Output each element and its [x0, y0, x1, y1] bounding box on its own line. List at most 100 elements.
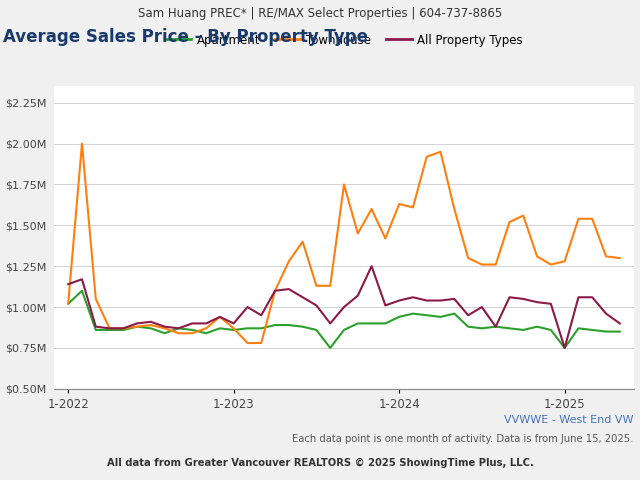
Townhouse — [396, 201, 403, 207]
All Property Types — [506, 294, 513, 300]
Apartment — [575, 325, 582, 331]
All Property Types — [575, 294, 582, 300]
Apartment — [492, 324, 500, 330]
Townhouse — [216, 314, 224, 320]
Townhouse — [451, 206, 458, 212]
Townhouse — [133, 324, 141, 330]
All Property Types — [65, 281, 72, 287]
All Property Types — [285, 286, 292, 292]
Line: Apartment: Apartment — [68, 291, 620, 348]
Townhouse — [161, 325, 168, 331]
All Property Types — [520, 296, 527, 302]
Apartment — [602, 329, 610, 335]
Text: VVWWE - West End VW: VVWWE - West End VW — [504, 415, 634, 425]
All Property Types — [396, 298, 403, 303]
Townhouse — [381, 236, 389, 241]
All Property Types — [588, 294, 596, 300]
Apartment — [616, 329, 623, 335]
All Property Types — [547, 301, 555, 307]
Townhouse — [492, 262, 500, 267]
Apartment — [326, 345, 334, 351]
All Property Types — [381, 302, 389, 308]
Townhouse — [326, 283, 334, 288]
All Property Types — [147, 319, 155, 324]
Townhouse — [520, 213, 527, 218]
Text: Each data point is one month of activity. Data is from June 15, 2025.: Each data point is one month of activity… — [292, 434, 634, 444]
Apartment — [244, 325, 252, 331]
All Property Types — [312, 302, 320, 308]
Line: All Property Types: All Property Types — [68, 266, 620, 348]
Townhouse — [202, 325, 210, 331]
Townhouse — [312, 283, 320, 288]
All Property Types — [188, 321, 196, 326]
Text: Sam Huang PREC* | RE/MAX Select Properties | 604-737-8865: Sam Huang PREC* | RE/MAX Select Properti… — [138, 7, 502, 20]
Apartment — [436, 314, 444, 320]
Townhouse — [547, 262, 555, 267]
Townhouse — [533, 253, 541, 259]
Townhouse — [368, 206, 376, 212]
Apartment — [78, 288, 86, 294]
Townhouse — [561, 258, 568, 264]
All Property Types — [464, 312, 472, 318]
Apartment — [271, 322, 279, 328]
Apartment — [409, 311, 417, 316]
All Property Types — [257, 312, 265, 318]
All Property Types — [340, 304, 348, 310]
Townhouse — [340, 181, 348, 187]
Townhouse — [271, 288, 279, 294]
All Property Types — [354, 293, 362, 299]
Text: Average Sales Price - By Property Type: Average Sales Price - By Property Type — [3, 27, 368, 46]
All Property Types — [299, 294, 307, 300]
Townhouse — [120, 325, 127, 331]
Apartment — [65, 301, 72, 307]
All Property Types — [533, 300, 541, 305]
Townhouse — [506, 219, 513, 225]
Townhouse — [575, 216, 582, 222]
Townhouse — [602, 253, 610, 259]
All Property Types — [368, 264, 376, 269]
Townhouse — [423, 154, 431, 159]
Townhouse — [92, 296, 100, 302]
Townhouse — [78, 141, 86, 146]
Apartment — [92, 327, 100, 333]
Townhouse — [436, 149, 444, 155]
Apartment — [506, 325, 513, 331]
Townhouse — [285, 258, 292, 264]
Apartment — [396, 314, 403, 320]
Townhouse — [230, 325, 237, 331]
Apartment — [340, 327, 348, 333]
Apartment — [423, 312, 431, 318]
Apartment — [381, 321, 389, 326]
Apartment — [451, 311, 458, 316]
All Property Types — [423, 298, 431, 303]
Apartment — [478, 325, 486, 331]
All Property Types — [216, 314, 224, 320]
Line: Townhouse: Townhouse — [68, 144, 620, 343]
All Property Types — [478, 304, 486, 310]
All Property Types — [271, 288, 279, 294]
All Property Types — [133, 321, 141, 326]
All Property Types — [106, 325, 113, 331]
All Property Types — [602, 311, 610, 316]
All Property Types — [92, 324, 100, 330]
Townhouse — [464, 255, 472, 261]
Apartment — [285, 322, 292, 328]
Townhouse — [299, 239, 307, 245]
Townhouse — [244, 340, 252, 346]
Apartment — [230, 327, 237, 333]
Text: All data from Greater Vancouver REALTORS © 2025 ShowingTime Plus, LLC.: All data from Greater Vancouver REALTORS… — [107, 458, 533, 468]
All Property Types — [78, 276, 86, 282]
All Property Types — [161, 324, 168, 330]
Apartment — [106, 327, 113, 333]
Townhouse — [188, 330, 196, 336]
All Property Types — [409, 294, 417, 300]
All Property Types — [202, 321, 210, 326]
Townhouse — [409, 204, 417, 210]
All Property Types — [436, 298, 444, 303]
Apartment — [133, 324, 141, 330]
All Property Types — [230, 321, 237, 326]
Apartment — [354, 321, 362, 326]
Apartment — [147, 325, 155, 331]
All Property Types — [616, 321, 623, 326]
Townhouse — [354, 230, 362, 236]
